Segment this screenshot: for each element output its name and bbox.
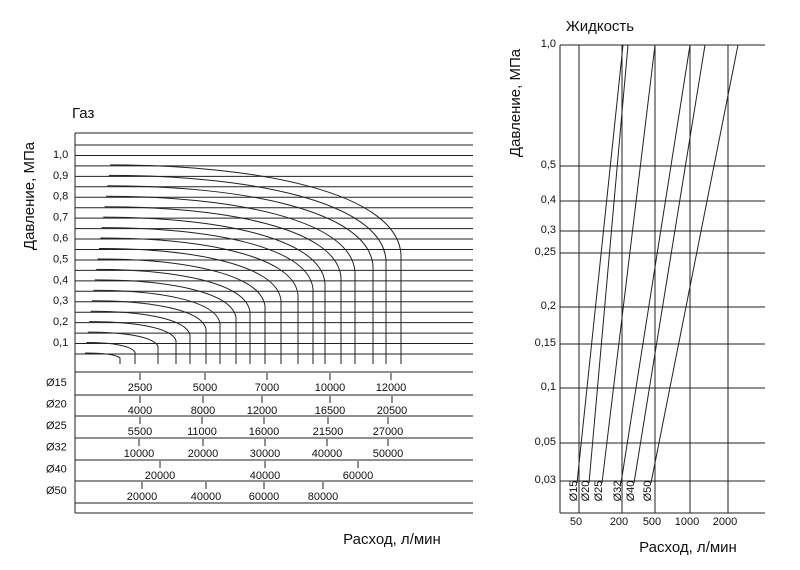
y-tick-label: 0,1 <box>541 381 556 393</box>
scale-tick-label: 20000 <box>188 448 219 460</box>
y-tick-label: 0,05 <box>535 436 556 448</box>
flow-line <box>601 44 656 484</box>
scale-tick-label: 7000 <box>255 382 279 394</box>
flow-curve <box>90 310 191 364</box>
scale-tick-label: 12000 <box>247 405 278 417</box>
flow-curve <box>87 331 159 364</box>
scale-tick-label: 11000 <box>187 426 217 438</box>
scale-tick-label: 16500 <box>315 405 346 417</box>
line-label: Ø20 <box>580 481 592 502</box>
scale-tick-label: 40000 <box>191 491 222 503</box>
flow-curve <box>89 321 177 364</box>
flow-line <box>620 44 691 484</box>
flow-curve <box>96 268 251 364</box>
liquid-title: Жидкость <box>566 18 634 35</box>
y-tick-label: 0,2 <box>53 316 68 328</box>
scale-tick-label: 20000 <box>127 491 158 503</box>
flow-curve <box>107 185 374 364</box>
scale-tick-label: 30000 <box>250 448 281 460</box>
flow-curve <box>98 248 282 364</box>
y-tick-label: 1,0 <box>53 149 68 161</box>
flow-curve <box>101 227 314 364</box>
y-tick-label: 0,3 <box>53 295 68 307</box>
y-tick-label: 0,25 <box>535 246 556 258</box>
scale-tick-label: 20000 <box>145 470 176 482</box>
x-tick-label: 1000 <box>675 516 699 528</box>
scale-label: Ø32 <box>46 442 67 454</box>
liquid-y-label: Давление, МПа <box>507 48 524 157</box>
scale-tick-label: 40000 <box>312 448 343 460</box>
flow-curve <box>91 300 207 364</box>
scale-tick-label: 20500 <box>377 405 408 417</box>
y-tick-label: 0,6 <box>53 233 68 245</box>
scale-tick-label: 4000 <box>128 405 152 417</box>
x-tick-label: 50 <box>570 516 582 528</box>
line-label: Ø15 <box>568 481 580 502</box>
line-label: Ø32 <box>612 481 624 502</box>
flow-curve <box>84 352 121 364</box>
flow-line <box>633 44 706 484</box>
scale-tick-label: 27000 <box>373 426 404 438</box>
gas-title: Газ <box>72 105 94 122</box>
flow-curve <box>94 279 237 364</box>
scale-label: Ø40 <box>46 463 67 475</box>
y-tick-label: 0,3 <box>541 224 556 236</box>
y-tick-label: 0,15 <box>535 337 556 349</box>
flow-curve <box>86 342 136 364</box>
gas-y-label: Давление, МПа <box>21 141 38 250</box>
flow-line <box>588 44 629 484</box>
flow-curve <box>97 258 266 364</box>
x-tick-label: 2000 <box>713 516 737 528</box>
scale-tick-label: 2500 <box>128 382 152 394</box>
scale-tick-label: 10000 <box>124 448 155 460</box>
flow-curve <box>105 195 356 364</box>
scale-tick-label: 21500 <box>313 426 344 438</box>
y-tick-label: 0,7 <box>53 212 68 224</box>
y-tick-label: 0,1 <box>53 337 68 349</box>
flow-curve <box>108 174 387 364</box>
y-tick-label: 0,5 <box>53 253 68 265</box>
x-tick-label: 200 <box>610 516 628 528</box>
scale-tick-label: 10000 <box>315 382 346 394</box>
gas-x-label: Расход, л/мин <box>343 531 441 548</box>
scale-label: Ø25 <box>46 420 67 432</box>
line-label: Ø50 <box>642 481 654 502</box>
scale-tick-label: 16000 <box>249 426 280 438</box>
flow-curve <box>93 289 221 364</box>
flow-line <box>576 44 624 484</box>
line-label: Ø40 <box>625 481 637 502</box>
scale-tick-label: 5000 <box>193 382 217 394</box>
scale-tick-label: 60000 <box>249 491 280 503</box>
scale-tick-label: 60000 <box>343 470 374 482</box>
flow-line <box>650 44 739 484</box>
y-tick-label: 0,03 <box>535 474 556 486</box>
x-tick-label: 500 <box>643 516 661 528</box>
scale-label: Ø20 <box>46 399 67 411</box>
scale-tick-label: 12000 <box>376 382 407 394</box>
scale-tick-label: 50000 <box>373 448 404 460</box>
y-tick-label: 0,2 <box>541 300 556 312</box>
y-tick-label: 0,5 <box>541 159 556 171</box>
scale-tick-label: 5500 <box>128 426 152 438</box>
flow-curve <box>103 216 326 364</box>
scale-tick-label: 8000 <box>191 405 215 417</box>
scale-label: Ø50 <box>46 485 67 497</box>
scale-tick-label: 80000 <box>308 491 339 503</box>
flow-curve <box>110 164 402 364</box>
liquid-x-label: Расход, л/мин <box>639 539 737 556</box>
line-label: Ø25 <box>593 481 605 502</box>
flow-curve <box>104 206 342 364</box>
y-tick-label: 1,0 <box>541 38 556 50</box>
scale-tick-label: 40000 <box>250 470 281 482</box>
y-tick-label: 0,8 <box>53 191 68 203</box>
scale-label: Ø15 <box>46 377 67 389</box>
y-tick-label: 0,9 <box>53 170 68 182</box>
y-tick-label: 0,4 <box>541 194 556 206</box>
flow-curve <box>100 237 299 364</box>
y-tick-label: 0,4 <box>53 274 68 286</box>
